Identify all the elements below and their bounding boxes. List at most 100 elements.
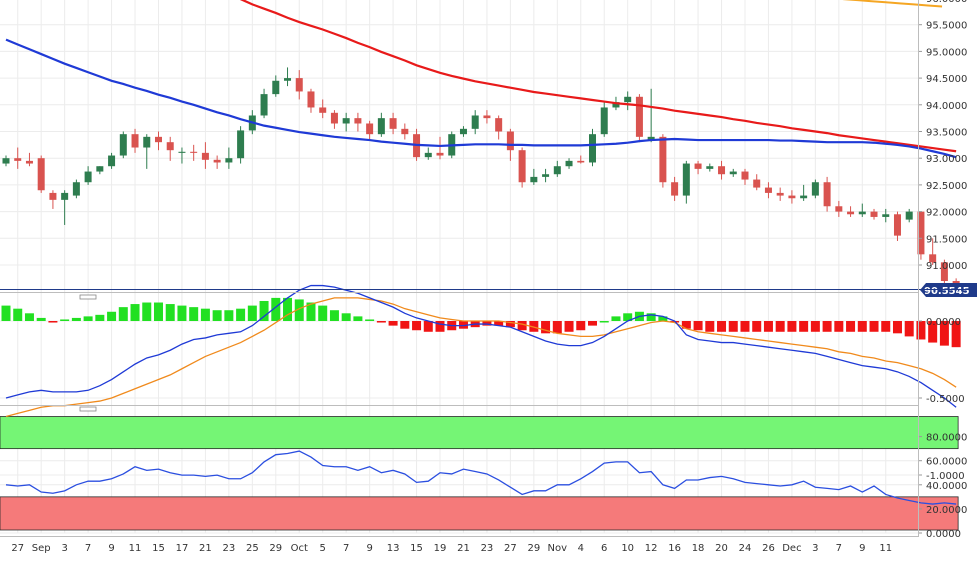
candle-body xyxy=(647,136,655,140)
candle-bull xyxy=(96,166,104,175)
macd-histogram-bar xyxy=(236,308,246,321)
candle-body xyxy=(96,166,104,172)
macd-histogram-bar xyxy=(552,321,562,334)
macd-histogram-bar xyxy=(717,321,727,332)
candle-body xyxy=(342,118,350,124)
candle-body xyxy=(284,78,292,81)
x-tick-label: 26 xyxy=(762,543,775,554)
macd-histogram-bar xyxy=(341,313,351,321)
candle-bull xyxy=(178,147,186,164)
macd-histogram-bar xyxy=(810,321,820,332)
candle-bear xyxy=(847,206,855,217)
macd-histogram-bar xyxy=(353,316,363,321)
x-tick-label: 29 xyxy=(527,543,540,554)
x-tick-label: Nov xyxy=(548,543,568,554)
macd-histogram-bar xyxy=(752,321,762,332)
candle-body xyxy=(905,211,913,220)
macd-histogram-bar xyxy=(458,321,468,329)
candle-bear xyxy=(25,152,33,167)
macd-histogram-bar xyxy=(775,321,785,332)
candle-body xyxy=(61,192,69,200)
candle-body xyxy=(119,134,127,156)
candle-body xyxy=(143,136,151,148)
macd-histogram-bar xyxy=(71,317,81,321)
macd-histogram-bar xyxy=(435,321,445,332)
macd-histogram-bar xyxy=(834,321,844,332)
candle-bear xyxy=(389,112,397,135)
macd-histogram-bar xyxy=(740,321,750,332)
candle-bull xyxy=(61,190,69,225)
macd-histogram-bar xyxy=(599,321,609,323)
x-tick-label: 23 xyxy=(481,543,494,554)
data-marks xyxy=(1,0,961,505)
macd-histogram-bar xyxy=(212,310,222,321)
macd-histogram-bar xyxy=(247,305,257,321)
x-tick-label: 9 xyxy=(859,543,865,554)
macd-histogram-bar xyxy=(494,321,504,326)
macd-histogram-bar xyxy=(329,310,339,321)
macd-histogram-bar xyxy=(271,297,281,321)
candle-body xyxy=(49,192,57,200)
candle-bear xyxy=(213,155,221,169)
candle-body xyxy=(706,166,714,169)
candle-body xyxy=(190,151,198,153)
macd-histogram-bar xyxy=(482,321,492,326)
candle-body xyxy=(624,96,632,103)
macd-histogram-bar xyxy=(177,305,187,321)
macd-histogram-bar xyxy=(153,302,163,321)
candle-bear xyxy=(37,155,45,193)
candle-bear xyxy=(718,160,726,180)
macd-histogram-bar xyxy=(799,321,809,332)
candle-bull xyxy=(284,67,292,87)
macd-histogram-bar xyxy=(283,297,293,321)
rsi-oversold-zone xyxy=(0,496,959,531)
candle-bear xyxy=(436,136,444,160)
price-tick-label: 91.0000 xyxy=(926,261,967,272)
macd-histogram-bar xyxy=(658,316,668,321)
candle-bear xyxy=(659,134,667,188)
candle-bull xyxy=(260,88,268,119)
macd-histogram-bar xyxy=(564,321,574,332)
last-price-label: 90.5545 xyxy=(924,286,970,297)
macd-histogram-bar xyxy=(200,308,210,321)
candle-bear xyxy=(741,168,749,185)
candle-body xyxy=(800,195,808,199)
candle-bull xyxy=(225,147,233,169)
macd-histogram-bar xyxy=(118,307,128,321)
candle-bear xyxy=(518,147,526,188)
candle-body xyxy=(2,158,10,164)
x-tick-label: 19 xyxy=(434,543,447,554)
panel-frames xyxy=(0,0,977,537)
candle-body xyxy=(823,182,831,207)
candle-bull xyxy=(272,75,280,97)
price-tick-label: 94.0000 xyxy=(926,101,967,112)
candle-body xyxy=(542,174,550,177)
candle-body xyxy=(213,159,221,163)
rsi-tick-label: 80.0000 xyxy=(926,433,967,444)
price-tick-label: 95.5000 xyxy=(926,21,967,32)
macd-histogram-bar xyxy=(318,305,328,321)
macd-histogram-bar xyxy=(306,302,316,321)
candle-body xyxy=(940,262,948,282)
candle-body xyxy=(882,214,890,217)
x-tick-label: 15 xyxy=(410,543,423,554)
candle-bear xyxy=(131,128,139,153)
macd-histogram-bar xyxy=(365,319,375,321)
macd-histogram-bar xyxy=(728,321,738,332)
candle-bull xyxy=(553,160,561,177)
x-tick-label: 18 xyxy=(692,543,705,554)
macd-histogram-bar xyxy=(611,316,621,321)
price-tick-label: 95.0000 xyxy=(926,47,967,58)
sma-55-line xyxy=(5,38,957,159)
price-tick-label: 96.0000 xyxy=(926,0,967,5)
macd-histogram-bar xyxy=(693,321,703,331)
candle-body xyxy=(518,150,526,183)
candle-bear xyxy=(483,110,491,124)
candle-bear xyxy=(788,190,796,204)
candle-bull xyxy=(530,168,538,185)
candle-bear xyxy=(577,155,585,164)
macd-histogram-bar xyxy=(505,321,515,328)
price-tick-label: 94.5000 xyxy=(926,74,967,85)
macd-histogram-bar xyxy=(165,304,175,321)
candle-bear xyxy=(154,131,162,151)
